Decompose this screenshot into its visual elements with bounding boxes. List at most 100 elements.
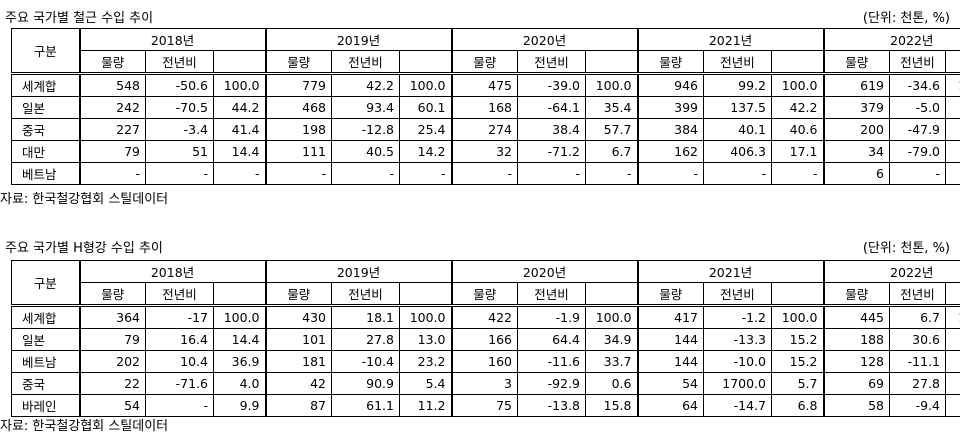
h-beam-import-section: 주요 국가별 H형강 수입 추이 (단위: 천톤, %) 구분 2018년 2019… <box>0 230 960 434</box>
share-cell: 60.1 <box>399 96 452 119</box>
share-cell: 100.0 <box>771 72 824 97</box>
yoy-cell: -10.0 <box>703 350 772 373</box>
share-header-empty <box>771 282 824 306</box>
volume-cell: 34 <box>822 140 890 163</box>
share-cell: - <box>585 162 638 185</box>
yoy-header: 전년비 <box>889 50 946 74</box>
share-cell: 44.2 <box>213 96 266 119</box>
yoy-header: 전년비 <box>703 50 772 74</box>
yoy-cell: -11.6 <box>517 350 586 373</box>
source-note: 자료: 한국철강협회 스틸데이터 <box>0 419 169 434</box>
yoy-cell: -64.1 <box>517 96 586 119</box>
share-cell: 100.0 <box>399 304 452 329</box>
volume-cell: - <box>78 162 146 185</box>
yoy-cell: -3.4 <box>145 118 214 141</box>
volume-cell: 779 <box>264 72 332 97</box>
share-cell: 14.4 <box>213 328 266 351</box>
share-cell: 4.0 <box>213 372 266 395</box>
volume-cell: 200 <box>822 118 890 141</box>
share-cell: 100.0 <box>213 72 266 97</box>
year-header: 2020년 <box>450 260 638 283</box>
share-cell: 100.0 <box>399 72 452 97</box>
volume-cell: 3 <box>450 372 518 395</box>
h-beam-import-table: 구분 2018년 2019년 2020년 2021년 2022년 물량 전년비 물량 전년비 물량 전… <box>11 260 960 417</box>
table-title: 주요 국가별 철근 수입 추이 <box>5 11 154 26</box>
yoy-cell: -10.4 <box>331 350 400 373</box>
yoy-header: 전년비 <box>517 282 586 306</box>
share-header: 비중 <box>944 282 960 306</box>
share-header-empty <box>399 282 452 306</box>
yoy-cell: 1700.0 <box>703 372 772 395</box>
volume-cell: 364 <box>78 304 146 329</box>
volume-cell: - <box>264 162 332 185</box>
volume-cell: 32 <box>450 140 518 163</box>
volume-header: 물량 <box>450 50 518 74</box>
yoy-cell: 27.8 <box>889 372 946 395</box>
corner-label: 구분 <box>11 28 80 74</box>
yoy-cell: - <box>889 162 946 185</box>
share-header-empty <box>213 282 266 306</box>
yoy-cell: 99.2 <box>703 72 772 97</box>
volume-header: 물량 <box>822 282 890 306</box>
volume-header: 물량 <box>264 50 332 74</box>
table-row: 베트남------------6-1.0 <box>11 162 960 185</box>
year-header-row: 구분 2018년 2019년 2020년 2021년 2022년 <box>11 28 960 74</box>
volume-header: 물량 <box>78 282 146 306</box>
table-row: 일본 79 16.4 14.4 101 27.8 13.0 166 64.4 34.9 144 -13… <box>11 328 960 351</box>
volume-cell: 79 <box>78 140 146 163</box>
yoy-header: 전년비 <box>145 50 214 74</box>
row-label: 중국 <box>11 118 80 141</box>
share-cell: 42.2 <box>771 96 824 119</box>
yoy-cell: 64.4 <box>517 328 586 351</box>
yoy-header: 전년비 <box>145 282 214 306</box>
yoy-cell: -13.3 <box>703 328 772 351</box>
yoy-cell: -39.0 <box>517 72 586 97</box>
table-row: 세계합 364 -17 100.0 430 18.1 100.0 422 -1.9 100.0 41… <box>11 304 960 329</box>
share-cell: 11.1 <box>944 372 960 395</box>
volume-header: 물량 <box>264 282 332 306</box>
table-row: 일본 242 -70.5 44.2 468 93.4 60.1 168 -64.1 35.4 399… <box>11 96 960 119</box>
share-cell: 15.2 <box>771 350 824 373</box>
year-header: 2018년 <box>78 28 266 51</box>
share-header: 비중 <box>944 50 960 74</box>
yoy-cell: 51 <box>145 140 214 163</box>
yoy-cell: 10.4 <box>145 350 214 373</box>
share-cell: 17.1 <box>771 140 824 163</box>
volume-cell: - <box>450 162 518 185</box>
volume-cell: 64 <box>636 394 704 417</box>
share-cell: 100.0 <box>585 304 638 329</box>
share-cell: 14.2 <box>399 140 452 163</box>
volume-cell: 399 <box>636 96 704 119</box>
yoy-cell: 61.1 <box>331 394 400 417</box>
volume-cell: 181 <box>264 350 332 373</box>
share-cell: 13.0 <box>399 328 452 351</box>
table-row: 중국 22 -71.6 4.0 42 90.9 5.4 3 -92.9 0.6 54 1700.0 5.… <box>11 372 960 395</box>
volume-cell: 111 <box>264 140 332 163</box>
volume-cell: 417 <box>636 304 704 329</box>
row-label: 바레인 <box>11 394 80 417</box>
volume-cell: 160 <box>450 350 518 373</box>
share-cell: 57.7 <box>585 118 638 141</box>
volume-cell: 430 <box>264 304 332 329</box>
share-cell: 9.4 <box>944 394 960 417</box>
rebar-import-section: 주요 국가별 철근 수입 추이 (단위: 천톤, %) 구분 2018년 2019년… <box>0 0 960 207</box>
table-row: 베트남 202 10.4 36.9 181 -10.4 23.2 160 -11.6 33.7 14… <box>11 350 960 373</box>
volume-cell: 54 <box>636 372 704 395</box>
yoy-cell: 38.4 <box>517 118 586 141</box>
share-header-empty <box>585 50 638 74</box>
volume-cell: 87 <box>264 394 332 417</box>
volume-cell: 128 <box>822 350 890 373</box>
share-cell: 100.0 <box>944 304 960 329</box>
share-cell: 5.4 <box>399 372 452 395</box>
yoy-cell: 18.1 <box>331 304 400 329</box>
volume-cell: 79 <box>78 328 146 351</box>
year-header: 2020년 <box>450 28 638 51</box>
volume-cell: 445 <box>822 304 890 329</box>
share-header-empty <box>213 50 266 74</box>
yoy-cell: 6.7 <box>889 304 946 329</box>
share-header-empty <box>399 50 452 74</box>
year-header: 2022년 <box>822 260 960 283</box>
table-row: 대만 79 51 14.4 111 40.5 14.2 32 -71.2 6.7 162 406.3 1… <box>11 140 960 163</box>
section-header: 주요 국가별 H형강 수입 추이 (단위: 천톤, %) <box>0 230 960 256</box>
yoy-cell: 30.6 <box>889 328 946 351</box>
